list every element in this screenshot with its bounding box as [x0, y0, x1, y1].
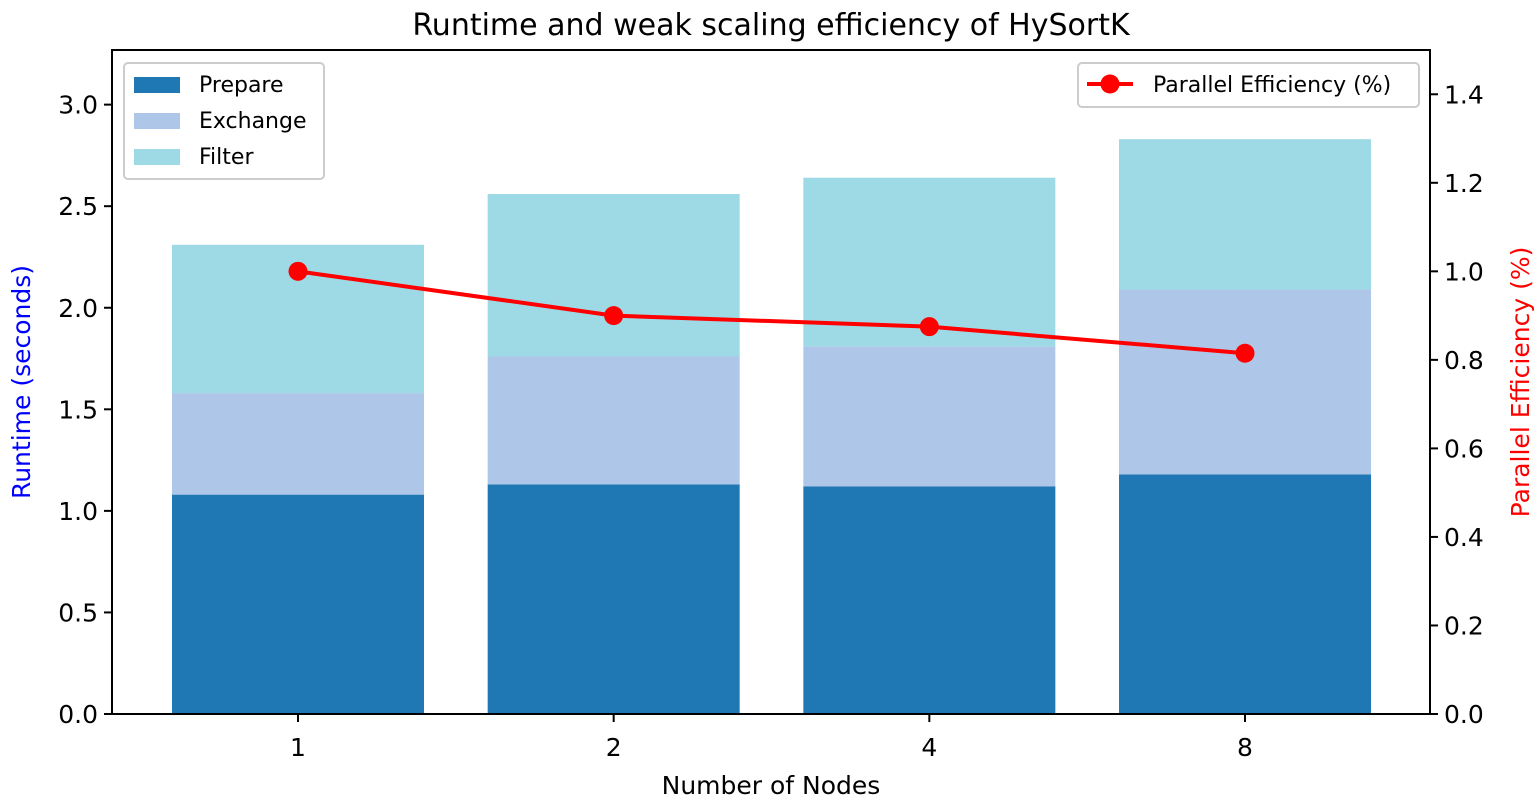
y-tick-label: 1.5	[58, 395, 98, 424]
y-tick-label: 2.0	[58, 294, 98, 323]
y2-axis-title: Parallel Efficiency (%)	[1506, 247, 1535, 518]
y2-tick-label: 1.4	[1444, 80, 1484, 109]
y2-tick-label: 0.0	[1444, 700, 1484, 729]
y2-tick-label: 0.8	[1444, 346, 1484, 375]
y2-tick-label: 0.2	[1444, 611, 1484, 640]
legend-swatch-filter	[134, 149, 180, 165]
legend-label-filter: Filter	[199, 145, 254, 170]
y-axis-right: 0.0 0.2 0.4 0.6 0.8 1.0 1.2 1.4	[1430, 80, 1484, 729]
legend-label-efficiency: Parallel Efficiency (%)	[1153, 73, 1391, 98]
legend-line: Parallel Efficiency (%)	[1077, 62, 1420, 108]
y-tick-label: 0.0	[58, 700, 98, 729]
bar-prepare-8	[1119, 474, 1372, 714]
legend-label-exchange: Exchange	[199, 109, 307, 134]
y2-tick-label: 0.6	[1444, 434, 1484, 463]
y-tick-label: 1.0	[58, 497, 98, 526]
bar-exchange-2	[487, 356, 740, 485]
legend-marker	[1100, 74, 1120, 94]
y-axis-left: 0.0 0.5 1.0 1.5 2.0 2.5 3.0	[58, 91, 112, 729]
x-axis-title: Number of Nodes	[662, 771, 881, 800]
x-axis: 1 2 4 8	[290, 714, 1253, 762]
bar-prepare-2	[487, 484, 740, 714]
x-tick-label: 2	[606, 733, 622, 762]
y2-tick-label: 0.4	[1444, 523, 1484, 552]
bars-group	[172, 139, 1372, 714]
legend-swatch-exchange	[134, 113, 180, 129]
legend-bars: Prepare Exchange Filter	[123, 62, 325, 180]
bar-prepare-4	[803, 486, 1056, 714]
bar-filter-8	[1119, 139, 1372, 290]
efficiency-line-group	[288, 261, 1255, 363]
plot-frame	[111, 49, 1431, 715]
y2-tick-label: 1.0	[1444, 257, 1484, 286]
chart-title: Runtime and weak scaling efficiency of H…	[412, 8, 1131, 43]
bar-exchange-1	[172, 393, 424, 495]
y-tick-label: 0.5	[58, 598, 98, 627]
y-tick-label: 3.0	[58, 91, 98, 120]
x-tick-label: 4	[921, 733, 937, 762]
bar-prepare-1	[172, 494, 424, 714]
efficiency-point-8	[1235, 343, 1255, 363]
x-tick-label: 1	[290, 733, 306, 762]
bar-exchange-8	[1119, 289, 1372, 475]
legend-swatch-prepare	[134, 77, 180, 93]
x-tick-label: 8	[1237, 733, 1253, 762]
bar-exchange-4	[803, 346, 1056, 487]
efficiency-line	[297, 269, 1246, 356]
y-axis-title: Runtime (seconds)	[7, 265, 36, 499]
efficiency-point-4	[919, 317, 939, 337]
efficiency-point-1	[288, 261, 308, 281]
bar-filter-2	[487, 194, 740, 357]
legend-label-prepare: Prepare	[199, 73, 284, 98]
y2-tick-label: 1.2	[1444, 169, 1484, 198]
legend-box	[1077, 62, 1420, 108]
y-tick-label: 2.5	[58, 192, 98, 221]
efficiency-point-2	[604, 306, 624, 326]
